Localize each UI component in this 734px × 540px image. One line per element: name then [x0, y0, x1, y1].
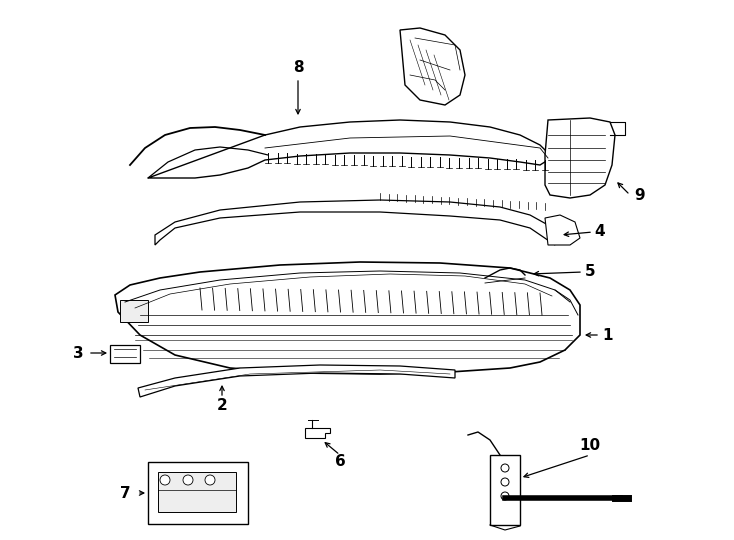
Circle shape	[205, 475, 215, 485]
Circle shape	[501, 492, 509, 500]
Bar	[148, 462, 248, 524]
Circle shape	[160, 475, 170, 485]
Bar	[120, 300, 148, 322]
Text: 2: 2	[217, 397, 228, 413]
Bar	[490, 455, 520, 525]
Bar	[158, 472, 236, 512]
Circle shape	[183, 475, 193, 485]
Text: 5: 5	[585, 265, 595, 280]
Polygon shape	[155, 200, 555, 245]
Polygon shape	[115, 262, 580, 374]
Circle shape	[501, 464, 509, 472]
Text: 7: 7	[120, 485, 131, 501]
Text: 4: 4	[595, 225, 606, 240]
Polygon shape	[545, 118, 615, 198]
Text: 10: 10	[579, 437, 600, 453]
Text: 1: 1	[603, 327, 613, 342]
Text: 6: 6	[335, 455, 346, 469]
Circle shape	[501, 478, 509, 486]
Polygon shape	[305, 428, 330, 438]
Polygon shape	[545, 215, 580, 245]
Polygon shape	[148, 120, 550, 178]
Bar	[110, 345, 140, 363]
Polygon shape	[138, 365, 455, 397]
Text: 3: 3	[73, 346, 84, 361]
Text: 8: 8	[293, 60, 303, 76]
Polygon shape	[400, 28, 465, 105]
Text: 9: 9	[635, 187, 645, 202]
